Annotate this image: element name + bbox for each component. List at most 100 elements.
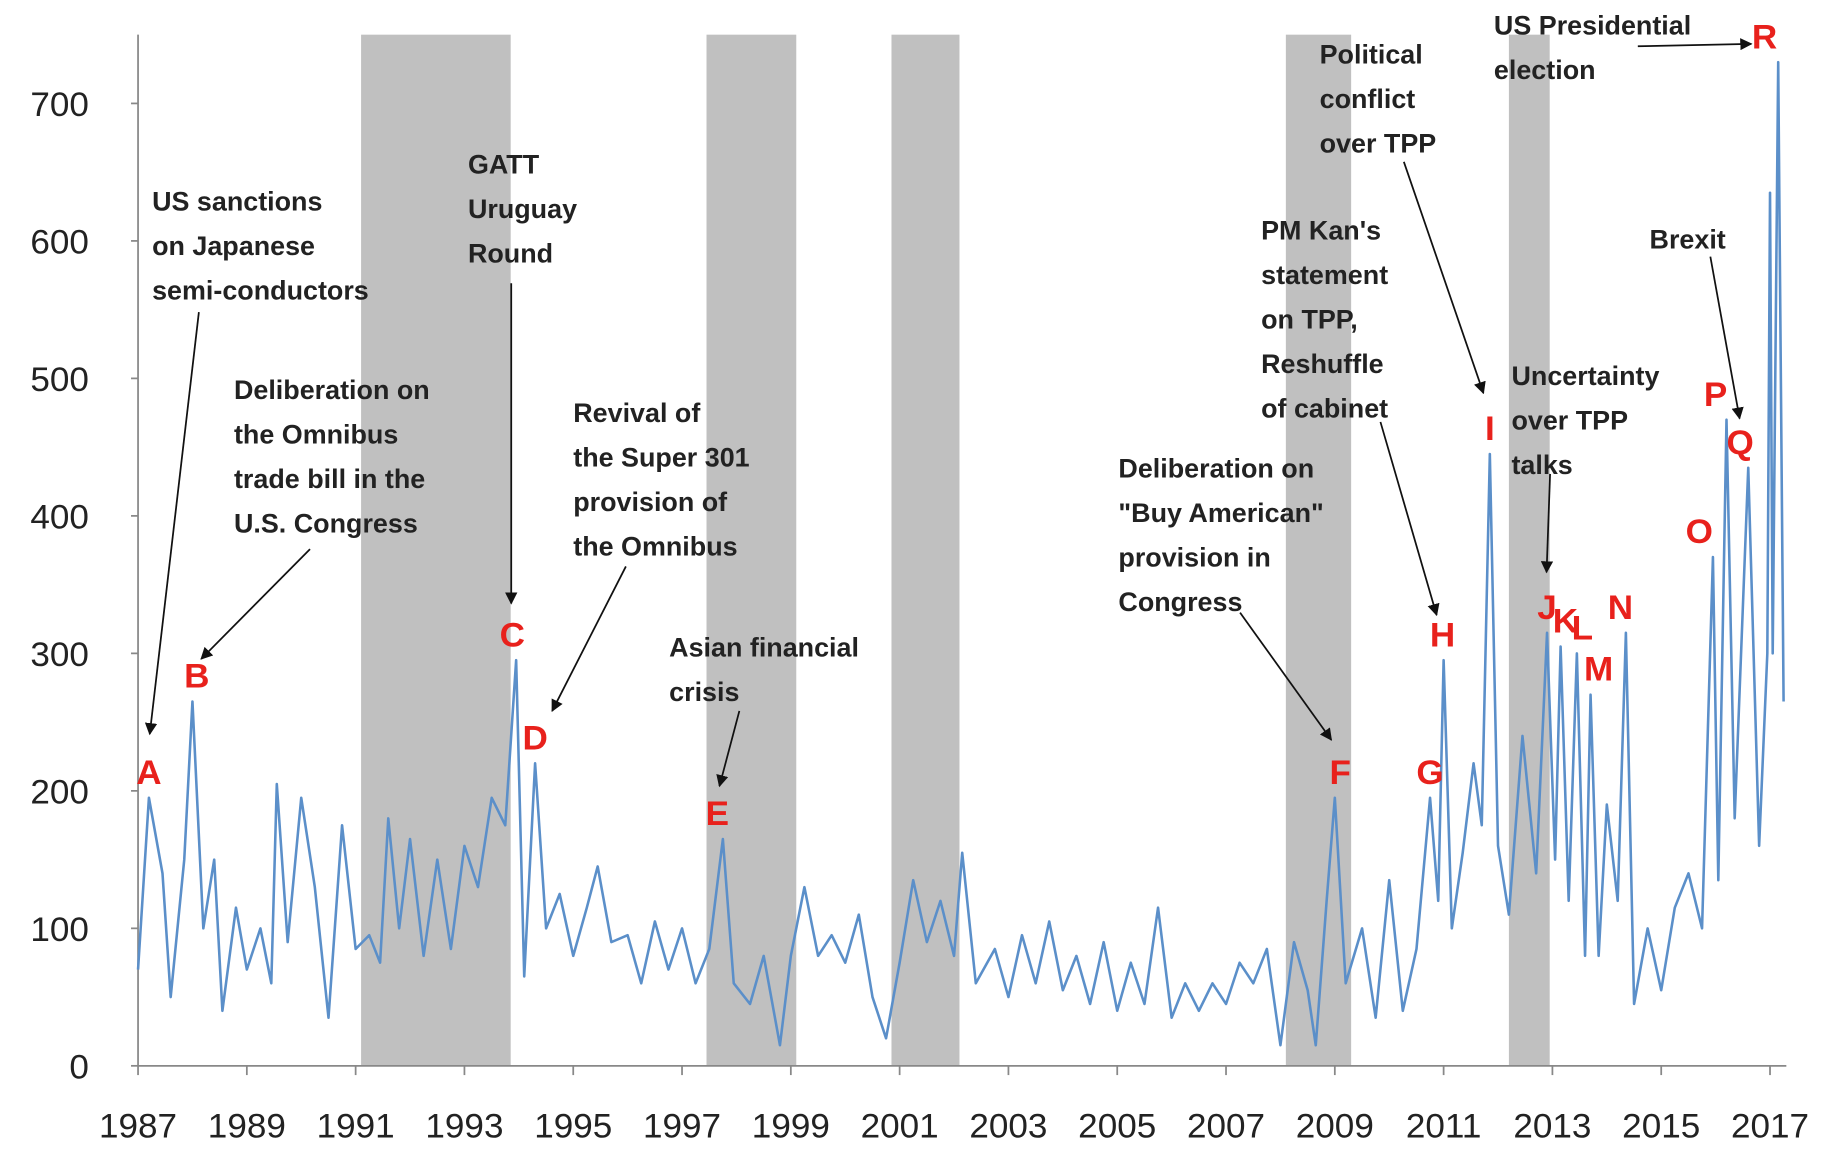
annotation-line: on Japanese: [152, 231, 315, 261]
annotation-line: Deliberation on: [1118, 454, 1314, 484]
annotation-arrow: [716, 710, 741, 788]
x-tick-label: 1993: [425, 1107, 503, 1146]
annotation-line: Political: [1320, 40, 1423, 70]
y-tick-label: 600: [30, 223, 89, 262]
annotations: US sanctions on Japanese semi-conductors De…: [144, 11, 1753, 788]
annotation-line: Round: [468, 239, 553, 269]
annotation-line: GATT: [468, 150, 540, 180]
annotation-line: election: [1494, 55, 1596, 85]
x-tick-label: 1997: [643, 1107, 721, 1146]
annotation-line: Deliberation on: [234, 375, 430, 405]
annotation: Uncertainty over TPP talks: [1511, 361, 1659, 480]
annotation: GATT Uruguay Round: [468, 150, 577, 269]
annotation-line: talks: [1511, 450, 1572, 480]
event-letter: N: [1608, 588, 1633, 627]
x-tick-label: 1995: [534, 1107, 612, 1146]
annotation-line: on TPP,: [1261, 304, 1358, 334]
annotation-arrow: [1637, 38, 1753, 51]
shaded-period: [361, 34, 511, 1066]
annotation: Brexit: [1650, 225, 1726, 255]
event-letter: F: [1330, 753, 1351, 792]
event-letter: A: [136, 753, 161, 792]
x-tick-label: 1991: [317, 1107, 395, 1146]
y-tick-label: 0: [69, 1048, 89, 1087]
annotation-line: crisis: [669, 677, 739, 707]
y-tick-label: 100: [30, 910, 89, 949]
annotation-arrow: [1379, 421, 1440, 617]
event-letter: L: [1572, 609, 1593, 648]
annotation-line: "Buy American": [1118, 498, 1323, 528]
annotation-line: US sanctions: [152, 187, 322, 217]
y-tick-label: 500: [30, 360, 89, 399]
event-letter: J: [1537, 588, 1557, 627]
annotation-arrow: [1540, 473, 1554, 574]
x-tick-label: 2005: [1078, 1107, 1156, 1146]
event-letter: C: [500, 616, 525, 655]
annotation-line: Reshuffle: [1261, 349, 1384, 379]
annotation-line: provision in: [1118, 543, 1270, 573]
annotation-arrow: [1709, 256, 1744, 420]
event-letter: I: [1485, 409, 1495, 448]
event-letter: P: [1704, 375, 1727, 414]
event-letter: R: [1752, 17, 1777, 56]
annotation-line: the Super 301: [573, 443, 750, 473]
annotation-line: over TPP: [1320, 129, 1437, 159]
shaded-period: [706, 34, 797, 1066]
annotation-line: trade bill in the: [234, 464, 425, 494]
annotation: Deliberation on "Buy American" provision i…: [1118, 454, 1323, 617]
x-tick-label: 2015: [1622, 1107, 1700, 1146]
annotation-line: Congress: [1118, 587, 1242, 617]
annotation-arrow: [551, 566, 627, 713]
annotation: Deliberation on the Omnibus trade bill in …: [234, 375, 430, 538]
x-tick-label: 2001: [861, 1107, 939, 1146]
event-letter: K: [1553, 602, 1578, 641]
x-tick-label: 2011: [1406, 1107, 1481, 1146]
annotation-line: Brexit: [1650, 225, 1726, 255]
annotation-arrow: [1239, 612, 1333, 741]
annotation-line: Asian financial: [669, 633, 859, 663]
annotation-line: of cabinet: [1261, 393, 1388, 423]
annotation-arrow: [144, 312, 200, 736]
annotation: US Presidential election: [1494, 11, 1691, 85]
annotation-line: over TPP: [1511, 406, 1628, 436]
event-letter: M: [1584, 650, 1613, 689]
axes: 0 100 200 300 400 500 600 700 1987 1989 1991 1993 19…: [30, 34, 1809, 1146]
event-letter: G: [1416, 753, 1443, 792]
x-tick-label: 1989: [208, 1107, 286, 1146]
event-letter: O: [1686, 512, 1713, 551]
y-tick-label: 700: [30, 85, 89, 124]
annotation-line: PM Kan's: [1261, 215, 1381, 245]
annotation: Political conflict over TPP: [1320, 40, 1437, 159]
annotation-line: semi-conductors: [152, 276, 369, 306]
annotation-line: Uncertainty: [1511, 361, 1659, 391]
annotation-line: Uruguay: [468, 194, 577, 224]
shaded-periods: [361, 34, 1550, 1066]
x-tick-label: 1987: [99, 1107, 177, 1146]
annotation-line: conflict: [1320, 84, 1416, 114]
shaded-period: [891, 34, 960, 1066]
event-letter: B: [184, 657, 209, 696]
annotation: Revival of the Super 301 provision of the O…: [573, 398, 750, 561]
annotation-line: statement: [1261, 260, 1388, 290]
annotation: US sanctions on Japanese semi-conductors: [152, 187, 369, 306]
annotation-line: provision of: [573, 487, 727, 517]
y-tick-label: 300: [30, 635, 89, 674]
x-tick-label: 2013: [1513, 1107, 1591, 1146]
x-tick-label: 1999: [752, 1107, 830, 1146]
event-letter: E: [706, 794, 729, 833]
annotation-arrow: [200, 548, 311, 660]
annotation-line: Revival of: [573, 398, 700, 428]
shaded-period: [1508, 34, 1550, 1066]
x-tick-label: 2009: [1296, 1107, 1374, 1146]
y-tick-label: 400: [30, 498, 89, 537]
y-tick-label: 200: [30, 773, 89, 812]
annotation-arrow: [1403, 161, 1486, 395]
annotation: PM Kan's statement on TPP, Reshuffle of cabi…: [1261, 215, 1388, 423]
series-line: [136, 60, 1785, 1047]
annotation-line: US Presidential: [1494, 11, 1691, 41]
x-tick-label: 2003: [969, 1107, 1047, 1146]
annotation: Asian financial crisis: [669, 633, 859, 707]
x-tick-label: 2007: [1187, 1107, 1265, 1146]
